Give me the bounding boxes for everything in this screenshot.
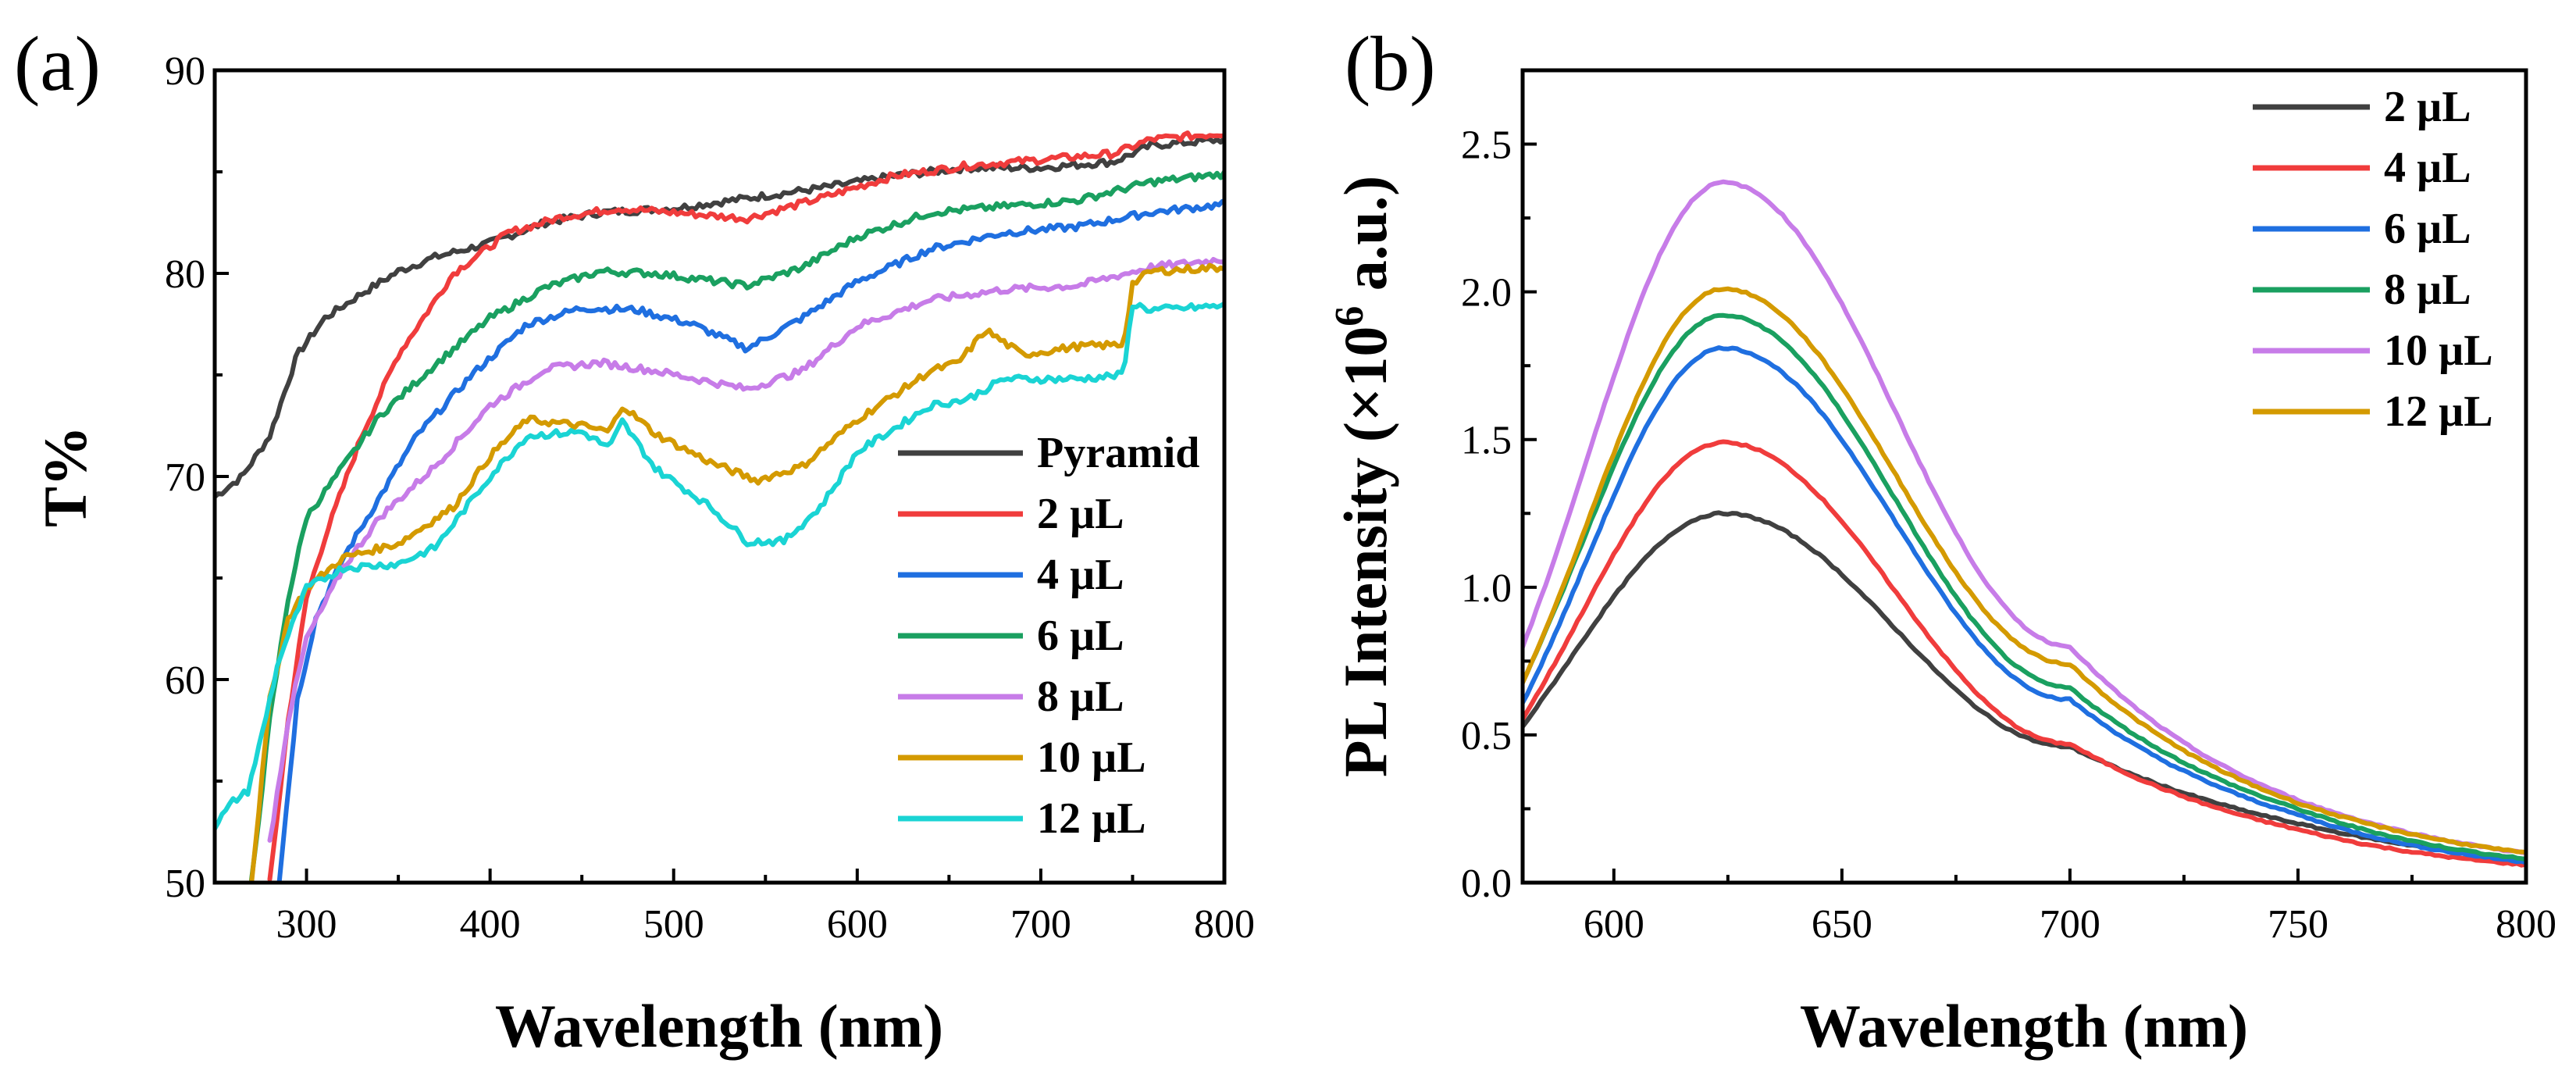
panel-b-y-tick-label: 2.5 (1461, 123, 1512, 168)
panel-b-x-tick-label: 700 (2040, 902, 2100, 947)
panel-b-series-6-ul (1523, 345, 2526, 865)
panel-a-y-ticks: 50 60 70 80 90 (165, 49, 229, 906)
panel-b-y-axis-label-post: a.u.) (1331, 176, 1399, 306)
panel-a-y-tick-label: 70 (165, 455, 205, 500)
panel-a-x-ticks: 300 400 500 600 700 800 (213, 869, 1255, 947)
panel-b-legend-label-4-ul: 4 µL (2384, 144, 2471, 192)
panel-b-legend-label-12-ul: 12 µL (2384, 387, 2493, 436)
panel-b-x-axis-label: Wavelength (nm) (1800, 992, 2248, 1060)
panel-a-y-axis-label: T% (31, 426, 99, 527)
panel-b-legend: 2 µL 4 µL 6 µL 8 µL 10 µL 12 µL (2253, 83, 2493, 436)
panel-a-series-8-ul (267, 257, 1224, 843)
panel-a-series-12-ul (215, 301, 1224, 831)
panel-a-x-tick-label: 500 (643, 902, 704, 947)
panel-a-y-tick-label: 60 (165, 658, 205, 703)
panel-b-y-axis-label-superscript: 6 (1327, 306, 1372, 326)
panel-b-series-10-ul (1523, 179, 2526, 855)
panel-b-series-8-ul (1523, 312, 2526, 862)
panel-a-legend-label-12-ul: 12 µL (1037, 794, 1146, 843)
panel-a-series-group (215, 130, 1224, 883)
panel-b-y-tick-label: 1.5 (1461, 419, 1512, 463)
panel-a-y-tick-label: 80 (165, 252, 205, 297)
panel-a-x-tick-label: 300 (276, 902, 337, 947)
panel-a-x-tick-label: 400 (460, 902, 521, 947)
panel-b-series-12-ul (1523, 286, 2526, 855)
panel-a-legend-label-4-ul: 4 µL (1037, 551, 1124, 599)
panel-b-y-tick-label: 2.0 (1461, 271, 1512, 316)
panel-a-series-pyramid (215, 135, 1224, 500)
panel-a-legend-label-8-ul: 8 µL (1037, 673, 1124, 721)
panel-b-series-group (1523, 179, 2526, 868)
panel-b-y-tick-label: 0.0 (1461, 862, 1512, 906)
panel-a-legend: Pyramid 2 µL 4 µL 6 µL 8 µL 10 µL 12 µL (898, 429, 1199, 843)
panel-b-x-tick-label: 800 (2496, 902, 2556, 947)
panel-a-x-axis-label: Wavelength (nm) (495, 992, 943, 1060)
panel-a-x-tick-label: 700 (1010, 902, 1071, 947)
panel-b-y-tick-label: 1.0 (1461, 566, 1512, 611)
panel-a-y-tick-label: 90 (165, 49, 205, 94)
panel-a-series-4-ul (276, 198, 1224, 883)
panel-a-label: (a) (14, 20, 101, 107)
panel-a-series-6-ul (249, 169, 1224, 883)
panel-b-legend-label-6-ul: 6 µL (2384, 205, 2471, 253)
panel-a: (a) 300 400 500 600 700 800 50 60 70 80 90 Wavele… (14, 20, 1255, 1060)
panel-b-y-axis-label: PL Intensity (×106 a.u.) (1327, 176, 1399, 777)
panel-a-legend-label-2-ul: 2 µL (1037, 490, 1124, 538)
panel-a-y-tick-label: 50 (165, 862, 205, 906)
panel-b-y-tick-label: 0.5 (1461, 714, 1512, 758)
panel-b-series-2-ul (1523, 510, 2526, 862)
panel-a-legend-label-pyramid: Pyramid (1037, 429, 1199, 477)
panel-b-x-tick-label: 750 (2268, 902, 2328, 947)
panel-a-legend-label-6-ul: 6 µL (1037, 612, 1124, 660)
panel-b-plot-frame (1520, 68, 2528, 885)
panel-b-legend-label-2-ul: 2 µL (2384, 83, 2471, 131)
panel-a-series-10-ul (249, 262, 1224, 883)
panel-b-legend-label-8-ul: 8 µL (2384, 266, 2471, 314)
panel-b-x-tick-label: 600 (1584, 902, 1644, 947)
panel-a-legend-label-10-ul: 10 µL (1037, 733, 1146, 782)
panel-b-x-tick-label: 650 (1812, 902, 1872, 947)
panel-a-x-tick-label: 600 (827, 902, 888, 947)
panel-b-label: (b) (1345, 20, 1436, 107)
panel-b-x-ticks: 600 650 700 750 800 (1584, 869, 2556, 947)
panel-b-series-4-ul (1523, 439, 2526, 868)
panel-a-x-tick-label: 800 (1194, 902, 1255, 947)
panel-b-legend-label-10-ul: 10 µL (2384, 326, 2493, 375)
panel-b-y-ticks: 0.0 0.5 1.0 1.5 2.0 2.5 (1461, 123, 1537, 906)
panel-a-series-2-ul (267, 130, 1224, 882)
panel-b-y-axis-label-pre: PL Intensity (×10 (1331, 326, 1399, 778)
panel-b: (b) 600 650 700 750 800 0.0 0.5 1.0 1.5 2.0 2.5 W… (1327, 20, 2556, 1060)
